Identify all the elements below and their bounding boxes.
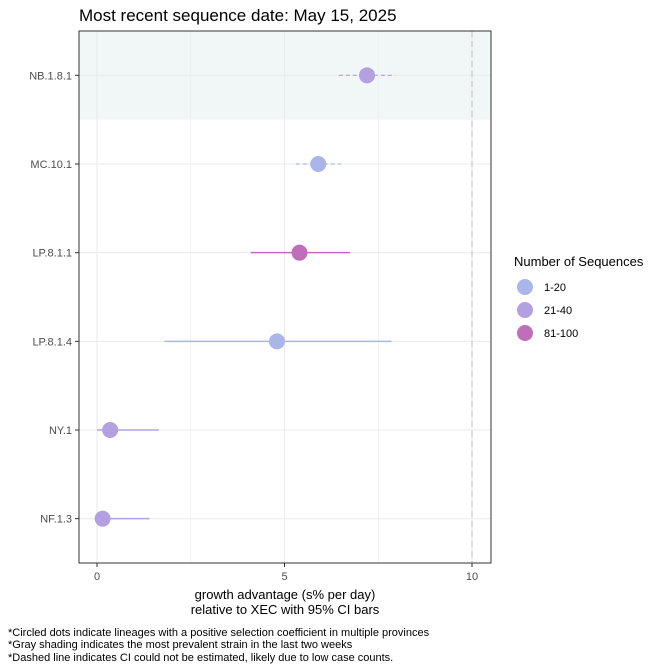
- data-point: [359, 67, 375, 84]
- legend-label: 1-20: [544, 282, 566, 294]
- chart-title: Most recent sequence date: May 15, 2025: [79, 6, 397, 25]
- data-point: [291, 244, 308, 261]
- y-tick-label: NF.1.3: [40, 514, 72, 526]
- y-tick-label: NB.1.8.1: [29, 70, 72, 82]
- y-tick-label: MC.10.1: [30, 159, 72, 171]
- data-point: [102, 422, 119, 438]
- legend-swatch: [517, 302, 533, 318]
- y-tick-label: LP.8.1.4: [32, 336, 72, 348]
- x-axis-label-line2: relative to XEC with 95% CI bars: [191, 602, 380, 617]
- legend-label: 21-40: [544, 305, 572, 317]
- legend-swatch: [517, 325, 533, 341]
- data-point: [269, 333, 285, 350]
- legend-title: Number of Sequences: [514, 254, 644, 269]
- y-tick-label: NY.1: [49, 425, 72, 437]
- legend-swatch: [517, 279, 533, 295]
- footnote-1: *Circled dots indicate lineages with a p…: [8, 627, 430, 639]
- x-tick-label: 5: [281, 571, 287, 583]
- legend: Number of Sequences 1-20 21-40 81-100: [514, 254, 644, 341]
- x-tick-label: 10: [466, 571, 478, 583]
- footnote-3: *Dashed line indicates CI could not be e…: [8, 652, 393, 664]
- data-point: [310, 156, 327, 172]
- x-tick-label: 0: [94, 571, 100, 583]
- plot-panel: NB.1.8.1 MC.10.1 LP.8.1.1 LP.8.1.4 NY.1 NF.1.…: [29, 30, 492, 583]
- y-tick-label: LP.8.1.1: [32, 248, 72, 260]
- data-point: [94, 510, 111, 527]
- footnote-2: *Gray shading indicates the most prevale…: [8, 639, 353, 651]
- legend-label: 81-100: [544, 328, 578, 340]
- x-axis-label-line1: growth advantage (s% per day): [195, 587, 376, 602]
